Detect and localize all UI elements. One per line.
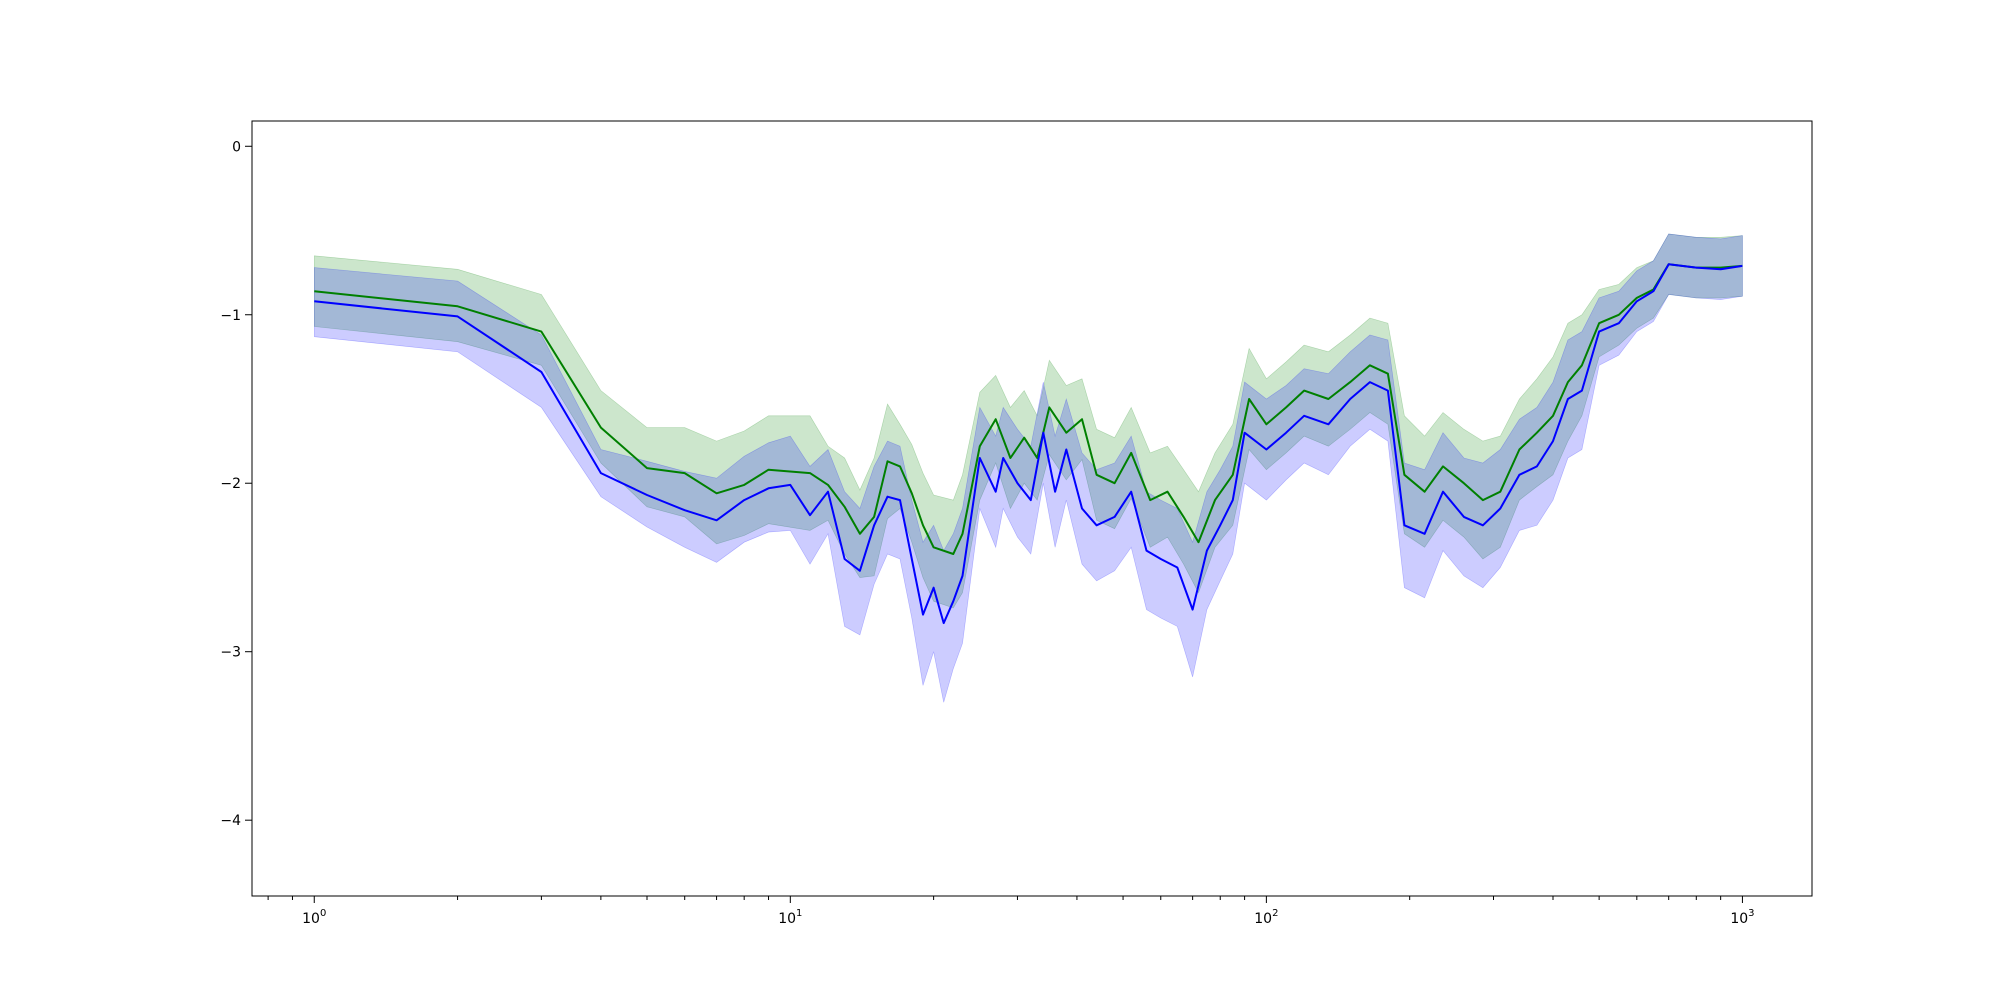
series-lines-layer [314,263,1743,625]
y-tick-label: −2 [220,476,241,492]
series-0-line [314,263,1743,555]
confidence-bands-layer [314,233,1743,703]
y-axis: 0 −1 −2 −3 −4 [220,139,252,829]
x-tick-label: 100 [302,908,326,927]
x-tick-label: 101 [778,908,802,927]
y-tick-label: −4 [220,813,241,829]
x-axis: 100 101 102 103 [267,896,1755,927]
y-tick-label: −1 [220,308,241,324]
plot-area-frame [251,120,1813,897]
y-tick-label: −3 [220,645,241,661]
series-1-band [314,233,1743,703]
series-1-line [314,263,1743,625]
series-0-band [314,233,1743,609]
x-tick-label: 103 [1730,908,1754,927]
y-tick-label: 0 [232,139,241,155]
x-tick-label: 102 [1254,908,1278,927]
